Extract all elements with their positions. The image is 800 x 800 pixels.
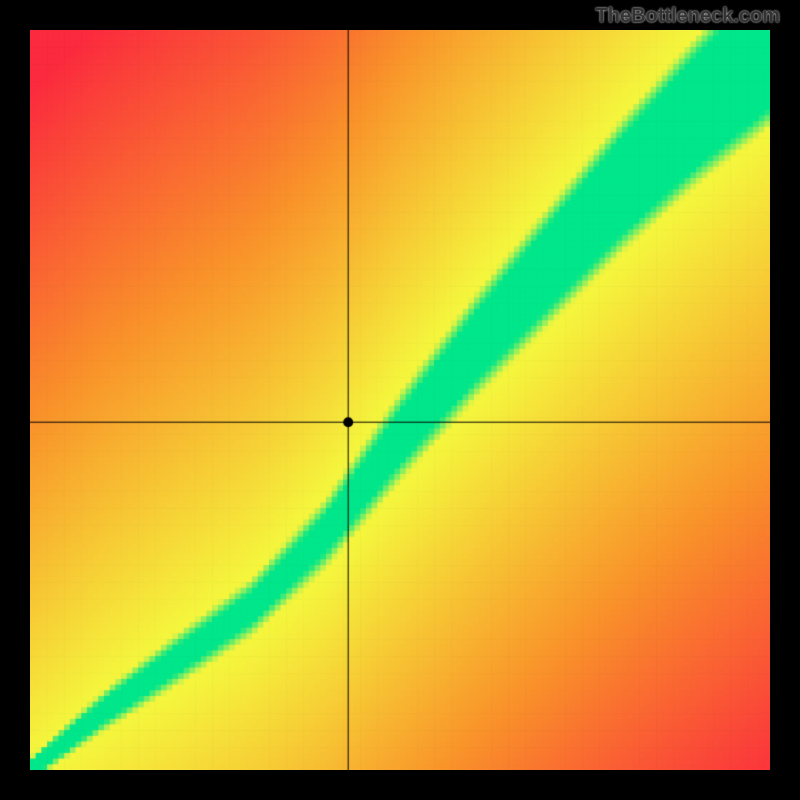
chart-container: TheBottleneck.com bbox=[0, 0, 800, 800]
heatmap-canvas bbox=[30, 30, 770, 770]
heatmap-plot bbox=[30, 30, 770, 770]
attribution-label: TheBottleneck.com bbox=[596, 5, 780, 28]
